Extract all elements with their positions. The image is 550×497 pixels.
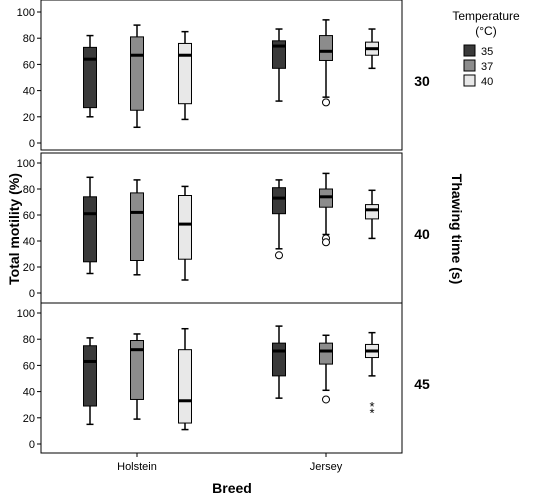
legend: Temperature (°C) 35 37 40 xyxy=(452,9,520,88)
x-category-label: Jersey xyxy=(310,461,343,473)
panel-frame xyxy=(40,302,403,454)
legend-swatch-35 xyxy=(463,44,476,57)
box-iqr xyxy=(365,204,379,220)
box-iqr xyxy=(272,342,286,377)
y-tick-label: 100 xyxy=(17,158,35,170)
box-holstein-35 xyxy=(83,337,97,426)
box-jersey-35 xyxy=(272,28,286,102)
right-axis-title: Thawing time (s) xyxy=(449,174,465,284)
box-jersey-40 xyxy=(365,28,379,70)
y-tick-label: 40 xyxy=(23,236,35,248)
y-tick-label: 100 xyxy=(17,7,35,19)
box-iqr xyxy=(130,340,144,400)
extreme-point: * xyxy=(369,399,374,414)
panel-label: 40 xyxy=(414,226,430,242)
box-holstein-37 xyxy=(130,24,144,129)
legend-title-line2: (°C) xyxy=(475,24,496,38)
y-tick-label: 0 xyxy=(29,439,35,451)
extreme-point: * xyxy=(369,406,374,421)
panels-group: 0 20 40 60 80 100 30 0 20 40 60 80 100 40 0 20 40 60 80 100… xyxy=(17,0,430,473)
box-holstein-35 xyxy=(83,34,97,118)
legend-label-40: 40 xyxy=(481,76,493,88)
y-tick-label: 80 xyxy=(23,184,35,196)
box-iqr xyxy=(319,342,333,365)
box-jersey-37 xyxy=(319,19,333,107)
y-tick-label: 20 xyxy=(23,413,35,425)
box-jersey-35 xyxy=(272,325,286,399)
y-tick-label: 40 xyxy=(23,86,35,98)
outlier-point xyxy=(275,251,283,260)
outlier-point xyxy=(322,395,330,404)
panel-45: 0 20 40 60 80 100 45 ** xyxy=(17,302,430,454)
y-tick-label: 20 xyxy=(23,112,35,124)
y-tick-label: 40 xyxy=(23,387,35,399)
box-holstein-40 xyxy=(178,185,192,281)
box-iqr xyxy=(272,187,286,215)
y-tick-label: 80 xyxy=(23,334,35,346)
box-holstein-35 xyxy=(83,176,97,275)
panel-30: 0 20 40 60 80 100 30 xyxy=(17,0,430,151)
panel-frame xyxy=(40,0,403,151)
y-tick-label: 60 xyxy=(23,210,35,222)
box-iqr xyxy=(178,42,192,105)
y-tick-label: 100 xyxy=(17,308,35,320)
box-jersey-37 xyxy=(319,334,333,404)
box-iqr xyxy=(83,196,97,263)
box-iqr xyxy=(130,192,144,261)
x-category-label: Holstein xyxy=(117,461,157,473)
box-iqr xyxy=(178,195,192,260)
box-iqr xyxy=(130,36,144,111)
outlier-point xyxy=(322,238,330,247)
box-jersey-40: ** xyxy=(365,331,379,421)
box-jersey-35 xyxy=(272,179,286,260)
box-holstein-37 xyxy=(130,333,144,420)
box-holstein-40 xyxy=(178,327,192,431)
y-tick-label: 20 xyxy=(23,262,35,274)
box-iqr xyxy=(319,35,333,61)
y-tick-label: 80 xyxy=(23,33,35,45)
box-iqr xyxy=(83,345,97,407)
outlier-point xyxy=(322,98,330,107)
legend-label-37: 37 xyxy=(481,61,493,73)
legend-label-35: 35 xyxy=(481,46,493,58)
box-jersey-37 xyxy=(319,172,333,247)
box-jersey-40 xyxy=(365,189,379,240)
legend-title-line1: Temperature xyxy=(452,9,520,23)
box-holstein-40 xyxy=(178,30,192,121)
x-axis-title: Breed xyxy=(212,480,252,496)
y-tick-label: 0 xyxy=(29,138,35,150)
box-holstein-37 xyxy=(130,179,144,276)
y-tick-label: 60 xyxy=(23,360,35,372)
box-iqr xyxy=(272,40,286,69)
panel-40: 0 20 40 60 80 100 40 xyxy=(17,152,430,304)
y-tick-label: 60 xyxy=(23,59,35,71)
y-axis-title: Total motility (%) xyxy=(6,173,22,285)
panel-label: 30 xyxy=(414,73,430,89)
y-tick-label: 0 xyxy=(29,288,35,300)
panel-label: 45 xyxy=(414,376,430,392)
box-iqr xyxy=(83,46,97,109)
legend-swatch-40 xyxy=(463,74,476,87)
legend-swatch-37 xyxy=(463,59,476,72)
box-iqr xyxy=(178,349,192,424)
